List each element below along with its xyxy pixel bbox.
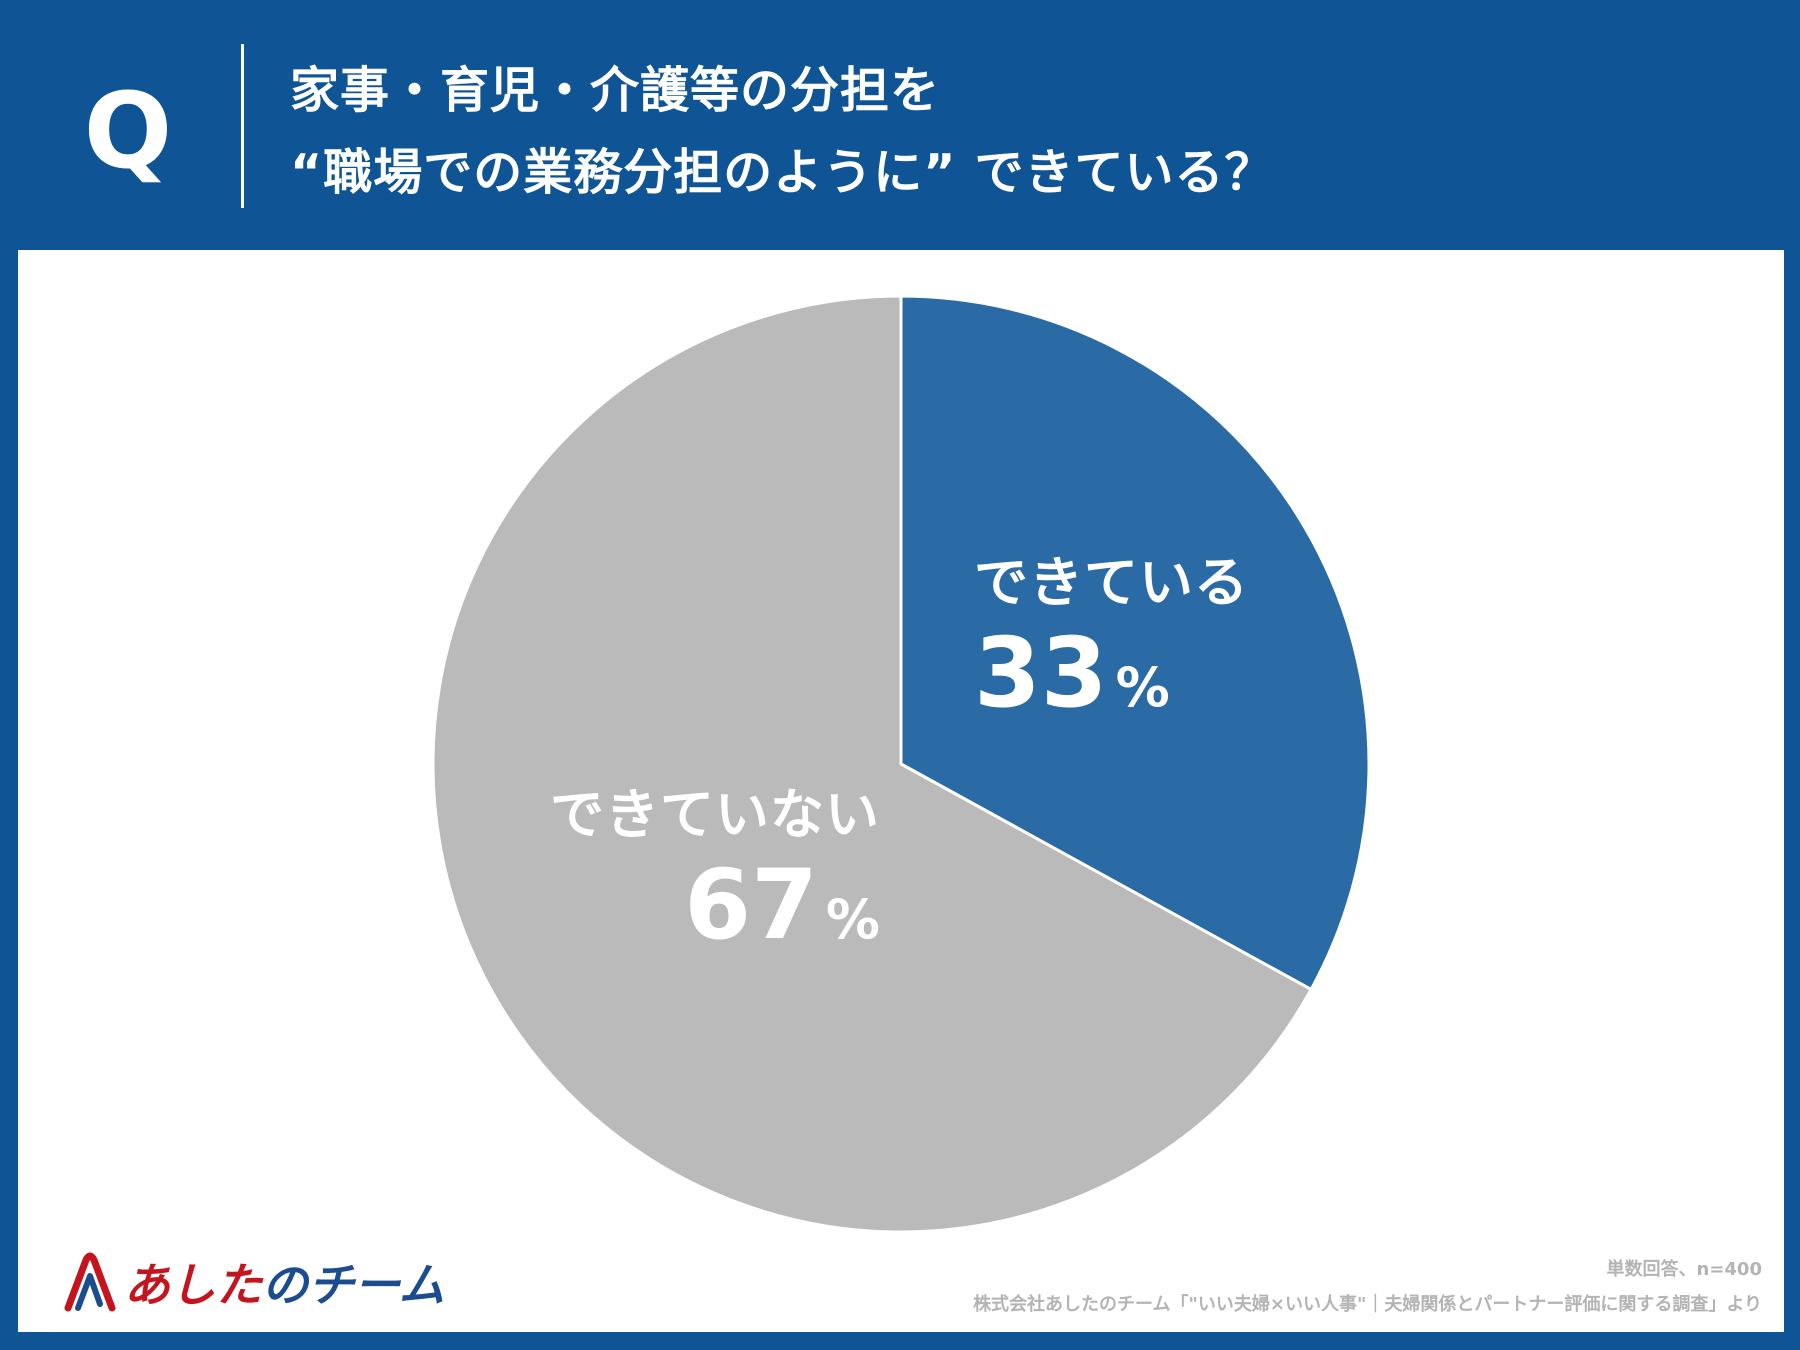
slice-unit-yes: %	[1115, 656, 1170, 719]
slice-number-yes: 33	[974, 617, 1108, 729]
sample-note: 単数回答、n=400	[1606, 1259, 1762, 1280]
pie-slice-no	[431, 294, 1314, 1234]
question-title: 家事・育児・介護等の分担を “職場での業務分担のように” できている？	[290, 50, 1770, 214]
question-line-2: “職場での業務分担のように” できている？	[290, 144, 1275, 201]
slice-value-no: 67%	[500, 850, 880, 988]
logo-text: あしたのチーム	[124, 1249, 445, 1315]
company-logo: あしたのチーム	[62, 1252, 445, 1312]
pie-chart	[431, 294, 1371, 1234]
slice-value-yes: 33%	[974, 618, 1249, 756]
chart-panel: できている 33% できていない 67% あしたのチーム 単数回答、n=400 …	[18, 250, 1784, 1332]
slice-name-yes: できている	[974, 551, 1249, 614]
pie-slice-yes	[899, 294, 1371, 992]
question-line-1: 家事・育児・介護等の分担を	[290, 62, 941, 119]
slice-unit-no: %	[825, 888, 880, 951]
source-note: 株式会社あしたのチーム「"いい夫婦×いい人事"｜夫婦関係とパートナー評価に関する…	[973, 1294, 1762, 1315]
paperclip-a-logo-icon	[64, 1252, 116, 1312]
header-divider	[241, 44, 244, 208]
logo-text-part1: あした	[124, 1258, 262, 1312]
logo-text-part2: のチーム	[262, 1258, 445, 1312]
slice-name-no: できていない	[550, 783, 880, 846]
q-mark: Q	[83, 70, 173, 192]
slice-label-yes: できている 33%	[974, 548, 1249, 756]
slice-number-no: 67	[684, 849, 818, 961]
slice-label-no: できていない 67%	[500, 780, 880, 988]
header: Q 家事・育児・介護等の分担を “職場での業務分担のように” できている？	[0, 0, 1800, 250]
